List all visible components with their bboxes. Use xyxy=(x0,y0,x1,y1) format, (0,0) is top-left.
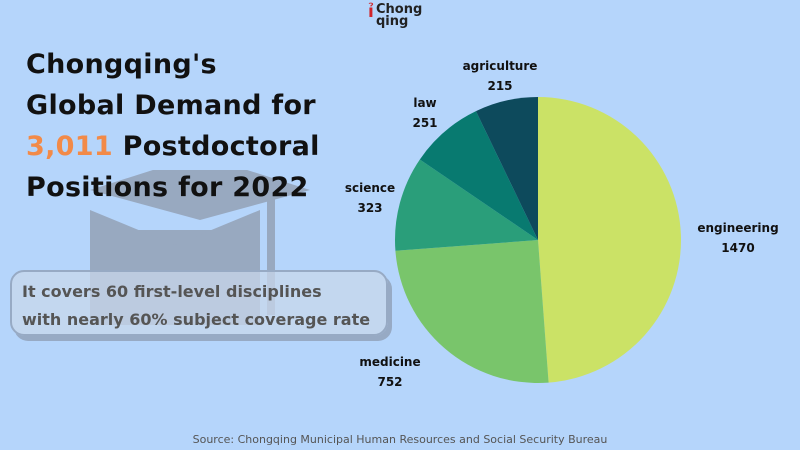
note-line-1: It covers 60 first-level disciplines xyxy=(22,282,322,301)
pie-slice-engineering xyxy=(538,97,682,383)
slice-label-agriculture: agriculture 215 xyxy=(450,56,550,96)
logo: ỉ Chong qing xyxy=(368,2,423,29)
slice-name: agriculture xyxy=(462,59,538,73)
logo-text-2: qing xyxy=(376,14,409,29)
source-text: Source: Chongqing Municipal Human Resour… xyxy=(192,433,608,446)
pie-slice-medicine xyxy=(395,240,549,383)
title-line-1: Chongqing's xyxy=(26,49,217,80)
title-line-3-rest: Postdoctoral xyxy=(112,131,320,162)
slice-name: medicine xyxy=(359,355,421,369)
slice-value: 323 xyxy=(357,201,383,215)
logo-mark-icon: ỉ xyxy=(368,2,374,22)
slice-label-medicine: medicine 752 xyxy=(350,352,430,392)
pie-slice-agriculture xyxy=(475,97,538,240)
title-highlight-number: 3,011 xyxy=(26,131,113,162)
title-line-4: Positions for 2022 xyxy=(26,172,309,203)
coverage-note: It covers 60 first-level disciplines with… xyxy=(10,270,388,336)
pie-slice-law xyxy=(419,111,538,240)
pie-slice-science xyxy=(395,159,538,251)
slice-value: 215 xyxy=(487,79,513,93)
slice-label-science: science 323 xyxy=(340,178,400,218)
slice-name: law xyxy=(413,96,437,110)
slice-value: 1470 xyxy=(721,241,755,255)
slice-name: science xyxy=(344,181,396,195)
title-line-2: Global Demand for xyxy=(26,90,316,121)
slice-value: 752 xyxy=(377,375,403,389)
slice-label-law: law 251 xyxy=(400,93,450,133)
slice-value: 251 xyxy=(412,116,438,130)
slice-name: engineering xyxy=(697,221,779,235)
title-line-3: 3,011 Postdoctoral xyxy=(26,126,320,167)
page-title: Chongqing's Global Demand for 3,011 Post… xyxy=(26,44,320,208)
slice-label-engineering: engineering 1470 xyxy=(688,218,788,258)
logo-text-1: Chong xyxy=(376,2,423,17)
note-line-2: with nearly 60% subject coverage rate xyxy=(22,310,371,329)
